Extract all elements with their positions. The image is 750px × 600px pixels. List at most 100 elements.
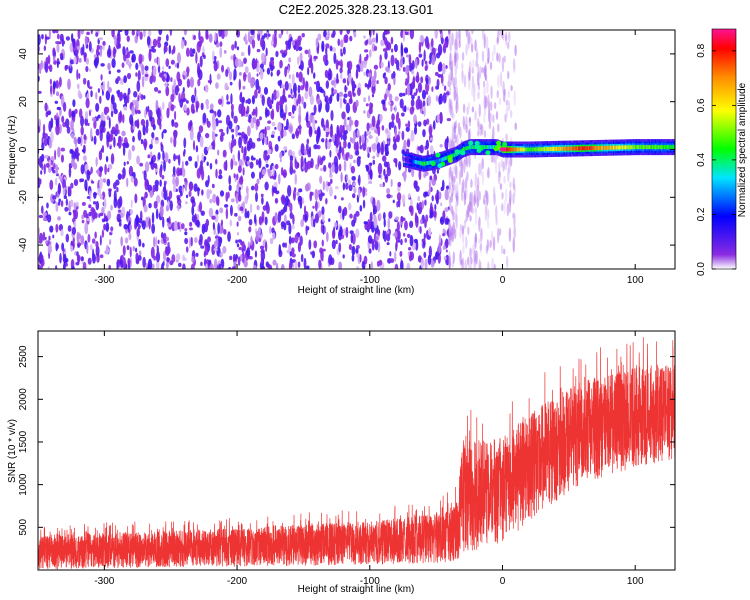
spectrogram-signal-cell [610,145,612,150]
spectrogram-noise-cell [258,226,261,236]
spectrogram-noise-cell [145,216,149,228]
spectrogram-noise-cell [355,70,359,79]
spectrogram-noise-cell [99,177,103,190]
spectrogram-noise-cell [248,256,253,260]
spectrogram-noise-cell [423,251,427,259]
spectrogram-noise-cell [192,140,196,151]
spectrogram-noise-cell [91,238,96,244]
spectrogram-noise-cell [347,141,351,149]
spectrogram-signal-cell [554,146,556,151]
spectrogram-noise-cell [224,204,229,208]
spectrogram-fade-cell [476,197,479,208]
spectrogram-noise-cell [386,41,392,51]
spectrogram-noise-cell [68,165,72,178]
spectrogram-fade-cell [464,217,467,224]
spectrogram-signal-cell [411,159,413,164]
spectrogram-noise-cell [395,239,398,249]
spectrogram-noise-cell [380,39,385,47]
spectrogram-noise-cell [91,208,97,220]
spectrogram-noise-cell [231,44,235,51]
spectrogram-noise-cell [143,141,147,151]
spectrogram-noise-cell [314,188,319,201]
spectrogram-noise-cell [311,112,316,116]
spectrogram-signal-cell [544,147,546,152]
spectrogram-noise-cell [274,30,277,37]
spectrogram-noise-cell [376,142,381,154]
spectrogram-noise-cell [273,34,277,45]
spectrogram-noise-cell [45,162,50,168]
spectrogram-noise-cell [116,213,121,223]
spectrogram-noise-cell [291,247,295,255]
spectrogram-noise-cell [80,164,85,175]
spectrogram-noise-cell [317,156,320,168]
spectrogram-noise-cell [56,33,60,40]
spectrogram-noise-cell [144,73,149,78]
spectrogram-noise-cell [342,182,346,191]
spectrogram-signal-cell [563,146,566,151]
spectrogram-signal-cell [542,147,544,152]
spectrogram-noise-cell [116,76,121,82]
spectrogram-noise-cell [368,248,372,254]
spectrogram-signal-cell [407,158,410,163]
spectrogram-signal-cell [632,145,634,150]
spectrogram-fade-cell [502,161,505,172]
spectrogram-noise-cell [116,198,122,209]
spectrogram-noise-cell [75,201,79,207]
spectrogram-noise-cell [246,105,250,115]
spectrogram-fade-cell [483,86,486,99]
spectrogram-noise-cell [165,86,170,97]
spectrogram-noise-cell [57,146,61,158]
spectrogram-signal-cell [608,145,610,150]
spectrogram-noise-cell [263,151,267,161]
spectrogram-noise-cell [418,168,422,181]
spectrogram-noise-cell [123,161,126,167]
spectrogram-signal-cell [556,146,558,151]
spectrogram-noise-cell [275,50,279,58]
spectrogram-noise-cell [173,184,177,193]
spectrogram-noise-cell [200,245,205,249]
spectrogram-noise-cell [440,202,443,207]
spectrogram-noise-cell [110,204,113,211]
spectrogram-noise-cell [381,125,385,131]
spectrogram-noise-cell [47,244,53,255]
spectrogram-noise-cell [370,261,374,269]
spectrogram-noise-cell [238,246,242,251]
spectrogram-noise-cell [191,215,196,223]
spectrogram-noise-cell [183,137,187,149]
spectrogram-noise-cell [62,187,66,196]
spectrogram-noise-cell [40,153,45,162]
spectrogram-noise-cell [271,122,276,127]
spectrogram-noise-cell [182,87,185,93]
spectrogram-noise-cell [55,201,59,213]
spectrogram-noise-cell [434,30,438,39]
spectrogram-signal-cell [603,145,605,150]
spectrogram-noise-cell [244,208,247,213]
spectrogram-noise-cell [436,168,439,174]
spectrogram-noise-cell [233,260,237,267]
spectrogram-noise-cell [117,137,122,149]
spectrogram-signal-cell [514,147,516,152]
spectrogram-noise-cell [415,215,419,228]
spectrogram-noise-cell [110,153,115,165]
spectrogram-noise-cell [73,209,79,220]
spectrogram-noise-cell [362,199,366,209]
spectrogram-signal-cell [455,152,458,157]
spectrogram-noise-cell [274,197,279,204]
spectrogram-noise-cell [343,159,347,172]
spectrogram-noise-cell [201,189,204,196]
spectrogram-noise-cell [297,35,302,43]
spectrogram-signal-cell [614,145,616,150]
spectrogram-noise-cell [300,143,305,155]
spectrogram-noise-cell [301,33,305,38]
spectrogram-fade-cell [469,60,472,71]
spectrogram-noise-cell [131,30,135,36]
spectrogram-noise-cell [238,71,242,76]
spectrogram-noise-cell [100,84,104,90]
spectrogram-signal-cell [562,146,564,151]
spectrogram-noise-cell [60,229,64,237]
spectrogram-noise-cell [115,123,119,132]
spectrogram-noise-cell [436,114,441,123]
spectrogram-noise-cell [68,108,72,118]
spectrogram-noise-cell [412,76,416,87]
spectrogram-noise-cell [143,95,146,100]
